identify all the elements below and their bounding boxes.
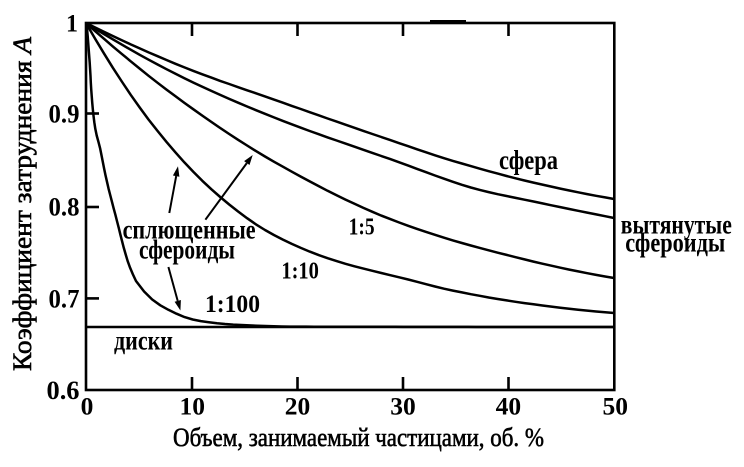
svg-text:0.7: 0.7 [49,285,80,314]
svg-text:20: 20 [285,392,311,421]
svg-text:10: 10 [179,392,205,421]
svg-text:40: 40 [496,392,522,421]
svg-text:диски: диски [114,326,173,356]
svg-text:0.8: 0.8 [49,193,80,222]
svg-text:сфера: сфера [499,145,558,175]
svg-text:0.9: 0.9 [49,100,80,129]
svg-text:1: 1 [66,11,78,38]
svg-text:сфероиды: сфероиды [625,228,725,258]
svg-text:1:10: 1:10 [281,258,319,285]
svg-text:Объем, занимаемый частицами, о: Объем, занимаемый частицами, об. % [173,422,544,452]
svg-text:1:100: 1:100 [205,291,260,318]
svg-text:1:5: 1:5 [349,214,375,241]
svg-text:Коэффициент затруднения А: Коэффициент затруднения А [7,36,37,371]
svg-text:сфероиды: сфероиды [139,235,235,265]
svg-text:сплющенные: сплющенные [123,214,256,244]
svg-text:0: 0 [81,392,94,421]
svg-text:50: 50 [603,392,629,421]
svg-text:вытянутые: вытянутые [621,210,732,240]
svg-text:30: 30 [390,392,416,421]
svg-text:0.6: 0.6 [47,376,80,405]
